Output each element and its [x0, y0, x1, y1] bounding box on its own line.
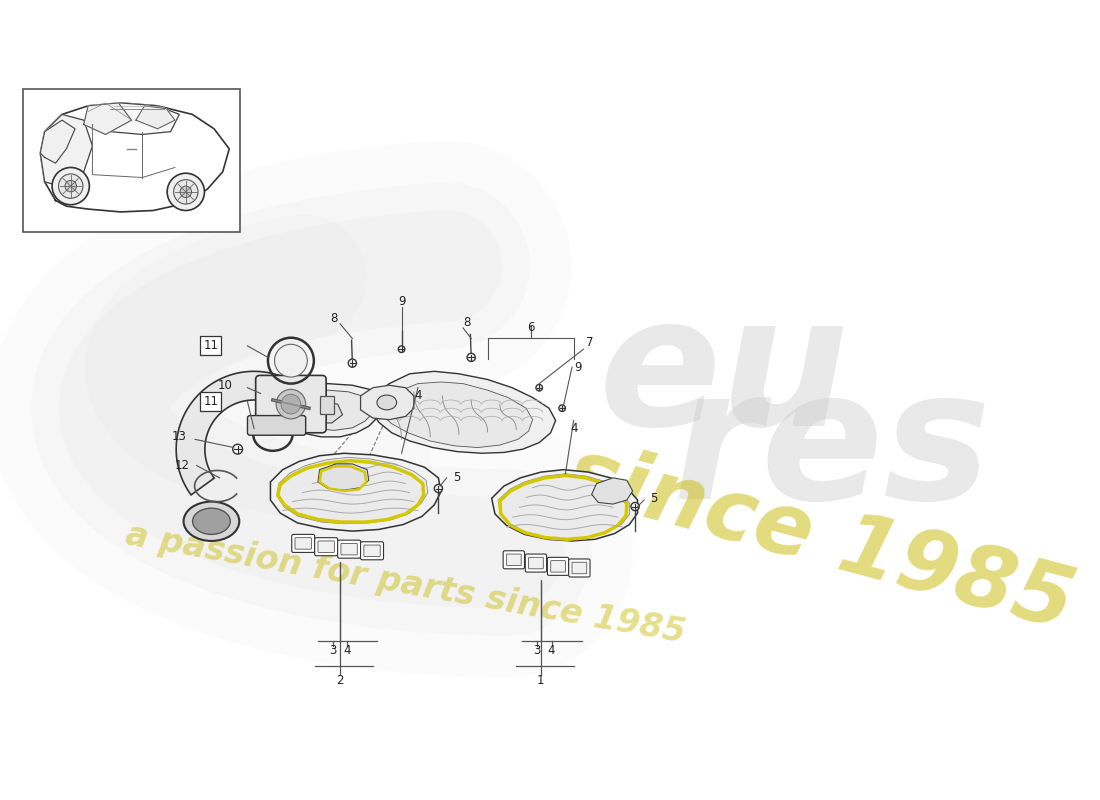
- Circle shape: [58, 174, 82, 198]
- Text: 7: 7: [586, 336, 594, 349]
- Polygon shape: [381, 382, 532, 447]
- FancyBboxPatch shape: [338, 540, 361, 558]
- Polygon shape: [492, 470, 638, 541]
- Text: 4: 4: [343, 644, 351, 658]
- Text: 5: 5: [650, 492, 658, 505]
- FancyBboxPatch shape: [364, 545, 381, 557]
- Circle shape: [434, 485, 442, 493]
- Polygon shape: [290, 390, 373, 430]
- FancyBboxPatch shape: [318, 541, 334, 553]
- Ellipse shape: [192, 508, 230, 534]
- Text: 12: 12: [175, 459, 189, 472]
- Polygon shape: [498, 474, 629, 539]
- Bar: [320, 396, 334, 414]
- Text: 3: 3: [329, 644, 337, 658]
- Text: 2: 2: [337, 674, 344, 686]
- Polygon shape: [88, 103, 179, 134]
- Text: 1: 1: [537, 674, 544, 686]
- FancyBboxPatch shape: [315, 538, 338, 556]
- Ellipse shape: [377, 395, 397, 410]
- FancyBboxPatch shape: [526, 554, 547, 572]
- FancyBboxPatch shape: [255, 375, 327, 433]
- Circle shape: [174, 180, 198, 204]
- FancyBboxPatch shape: [529, 558, 543, 569]
- FancyBboxPatch shape: [248, 415, 306, 435]
- Polygon shape: [41, 114, 92, 189]
- Circle shape: [398, 346, 405, 353]
- FancyBboxPatch shape: [548, 558, 569, 575]
- Circle shape: [559, 405, 565, 411]
- Text: 8: 8: [331, 311, 338, 325]
- Text: 11: 11: [204, 339, 218, 353]
- Polygon shape: [136, 106, 175, 129]
- Text: 9: 9: [574, 361, 582, 374]
- Circle shape: [468, 354, 475, 362]
- Ellipse shape: [184, 502, 240, 541]
- Bar: [23, 89, 240, 232]
- Polygon shape: [318, 464, 368, 490]
- FancyBboxPatch shape: [572, 562, 586, 574]
- Text: since 1985: since 1985: [558, 432, 1082, 647]
- Polygon shape: [84, 103, 132, 134]
- Polygon shape: [41, 120, 75, 163]
- Polygon shape: [361, 386, 414, 420]
- Polygon shape: [176, 371, 300, 495]
- Text: 6: 6: [527, 322, 535, 334]
- Circle shape: [276, 390, 306, 419]
- Text: 10: 10: [218, 378, 233, 392]
- Text: a passion for parts since 1985: a passion for parts since 1985: [123, 519, 688, 650]
- Text: 13: 13: [172, 430, 186, 443]
- Circle shape: [631, 502, 639, 510]
- Polygon shape: [271, 454, 441, 531]
- Polygon shape: [592, 478, 632, 504]
- FancyBboxPatch shape: [551, 561, 565, 572]
- Text: 3: 3: [534, 644, 540, 658]
- Circle shape: [282, 394, 300, 414]
- Polygon shape: [280, 384, 385, 437]
- Polygon shape: [277, 458, 428, 524]
- Text: 4: 4: [415, 390, 421, 402]
- Text: 4: 4: [548, 644, 556, 658]
- FancyBboxPatch shape: [569, 559, 590, 577]
- FancyBboxPatch shape: [341, 543, 358, 555]
- Circle shape: [65, 180, 77, 192]
- FancyBboxPatch shape: [503, 550, 525, 569]
- Circle shape: [167, 174, 205, 210]
- Polygon shape: [41, 103, 229, 212]
- Circle shape: [349, 359, 356, 367]
- Text: 8: 8: [463, 316, 471, 329]
- FancyBboxPatch shape: [295, 538, 311, 549]
- Circle shape: [275, 344, 307, 377]
- Text: 9: 9: [398, 295, 405, 308]
- Text: 5: 5: [453, 471, 460, 484]
- FancyBboxPatch shape: [292, 534, 315, 553]
- Polygon shape: [373, 371, 556, 454]
- Text: 11: 11: [204, 395, 218, 408]
- Circle shape: [52, 167, 89, 205]
- Text: res: res: [672, 361, 991, 537]
- Circle shape: [233, 444, 243, 454]
- Circle shape: [180, 186, 191, 198]
- Text: eu: eu: [598, 287, 849, 463]
- Circle shape: [536, 385, 542, 391]
- FancyBboxPatch shape: [506, 554, 521, 566]
- FancyBboxPatch shape: [361, 542, 384, 560]
- Polygon shape: [301, 402, 342, 423]
- Text: 4: 4: [570, 422, 578, 435]
